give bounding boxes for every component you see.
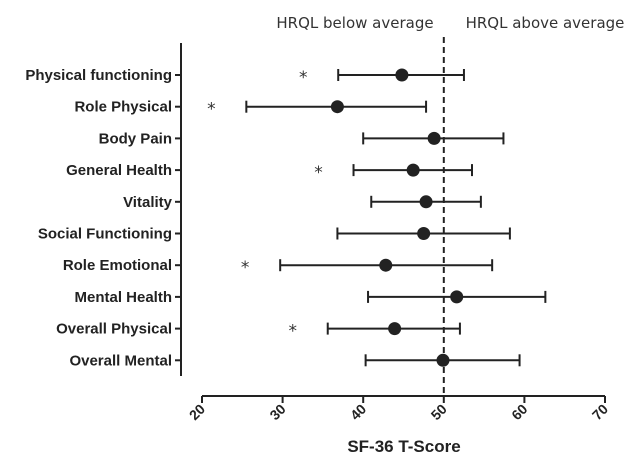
annotation-hrql-below: HRQL below average [276,14,433,32]
category-label: Overall Mental [69,352,172,369]
row-7: Mental Health [74,289,547,306]
category-label: Vitality [123,194,173,211]
row-1: Role Physical * [74,99,428,120]
category-label: Physical functioning [25,67,172,84]
row-5: Social Functioning [38,226,511,243]
row-9: Overall Mental [69,352,521,369]
significance-star: * [241,258,250,278]
category-label: Role Emotional [63,257,172,274]
x-tick-label: 60 [508,401,530,423]
significance-star: * [314,163,323,183]
x-axis-title: SF-36 T-Score [347,437,460,456]
significance-star: * [288,322,297,342]
category-label: Mental Health [74,289,172,306]
significance-star: * [299,68,308,88]
mean-point [395,68,409,82]
mean-point [330,100,344,114]
mean-point [436,353,450,367]
x-tick-label: 30 [266,401,288,423]
category-label: Overall Physical [56,321,172,338]
mean-point [450,290,464,304]
annotation-hrql-above: HRQL above average [466,14,625,32]
x-tick-label: 20 [186,401,208,423]
row-3: General Health * [66,162,474,183]
x-tick-label: 50 [428,401,450,423]
category-label: Role Physical [74,99,172,116]
row-2: Body Pain [99,130,505,147]
mean-point [406,163,420,177]
mean-point [417,227,431,240]
row-8: Overall Physical * [56,321,461,342]
x-tick-label: 70 [589,401,611,423]
category-label: Social Functioning [38,226,172,243]
row-4: Vitality [123,194,482,211]
x-tick-label: 40 [347,401,369,423]
mean-point [427,131,441,145]
category-label: General Health [66,162,172,179]
significance-star: * [207,100,216,120]
mean-point [419,195,433,209]
mean-point [388,322,402,336]
category-label: Body Pain [99,130,172,147]
row-6: Role Emotional * [63,257,494,278]
row-0: Physical functioning * [25,67,465,88]
mean-point [379,258,393,272]
